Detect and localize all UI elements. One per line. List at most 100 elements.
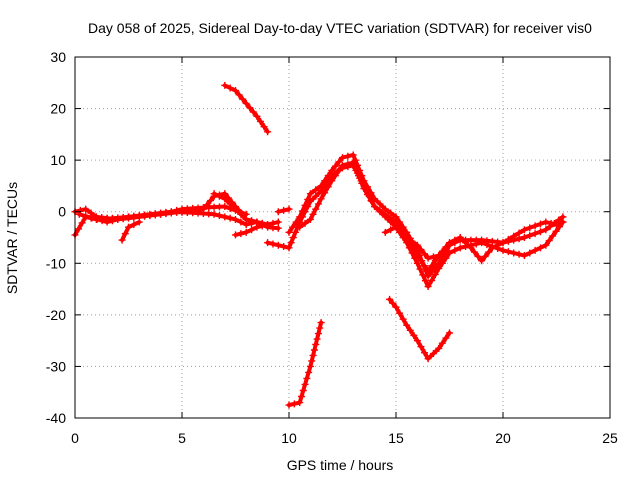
data-point [411,246,419,254]
data-point [353,169,361,177]
y-tick-label: -40 [46,410,66,426]
data-point [312,192,320,200]
data-point [274,241,282,249]
data-point [344,160,352,168]
data-point [456,244,464,252]
data-point [474,252,482,260]
data-point [296,399,304,407]
data-point [258,222,266,230]
data-point [253,223,261,231]
data-point [335,158,343,166]
data-point [376,200,384,208]
data-point [421,250,429,258]
data-point [421,262,429,270]
data-point [221,203,229,211]
data-point [317,319,325,327]
x-tick-label: 20 [495,430,511,446]
data-point [210,190,218,198]
data-point [313,335,321,343]
data-point [88,214,96,222]
y-tick-label: -30 [46,358,66,374]
data-point [520,226,528,234]
data-point [446,329,453,337]
data-point [235,91,243,99]
data-point [399,315,407,323]
data-point [321,189,329,197]
data-point [520,252,528,260]
data-point [260,123,268,131]
data-point [226,214,234,222]
data-point [392,303,400,311]
data-point [312,205,320,213]
data-point [242,228,250,236]
data-point [424,282,432,290]
data-point [221,213,229,221]
data-point [335,166,343,174]
y-axis-label: SDTVAR / TECUs [4,182,20,294]
data-point [421,277,429,285]
data-point [309,210,317,218]
data-point [135,218,143,226]
data-point [232,215,239,223]
series-arc-04 [118,218,143,244]
data-point [297,393,305,401]
data-point [306,190,314,198]
data-point [331,162,339,170]
series-arc-12 [386,295,453,363]
data-point [75,225,83,233]
data-point [82,212,90,220]
data-point [256,117,264,125]
data-point [324,172,332,180]
data-point [451,236,459,244]
y-tick-label: 20 [50,101,66,117]
data-point [215,192,223,200]
data-point [456,234,464,241]
data-point [310,346,318,354]
data-point [470,248,478,256]
data-point [242,99,250,107]
data-point [435,344,443,352]
data-point [424,254,432,262]
data-point [542,218,550,226]
data-point [324,183,332,191]
y-tick-label: 0 [58,204,66,220]
data-point [316,324,324,332]
data-point [317,195,325,203]
data-point [114,215,122,223]
data-point [248,226,256,234]
data-point [481,252,489,260]
data-point [314,200,322,208]
data-point [301,219,309,227]
data-point [290,400,298,408]
data-point [314,330,322,338]
data-point [301,380,309,388]
data-point [504,248,512,256]
data-point [559,218,567,226]
data-point [237,210,245,218]
x-tick-label: 10 [281,430,297,446]
data-point [264,239,272,247]
data-point [428,262,436,270]
series-arc-11 [285,319,325,409]
data-point [321,177,329,185]
series-line [387,297,452,361]
data-point [280,243,288,251]
data-point [510,232,518,240]
data-point [246,104,254,112]
data-point [431,270,439,278]
data-point [296,223,304,231]
data-point [499,239,507,247]
data-point [416,265,424,273]
series-arc-14 [274,205,293,216]
data-point [289,223,297,231]
data-point [536,228,544,236]
data-point [285,205,293,213]
data-point [312,186,320,194]
data-point [339,161,346,169]
data-point [413,252,421,260]
data-point [442,243,450,251]
data-point [291,228,299,236]
data-point [435,259,443,267]
series-line [265,163,565,289]
